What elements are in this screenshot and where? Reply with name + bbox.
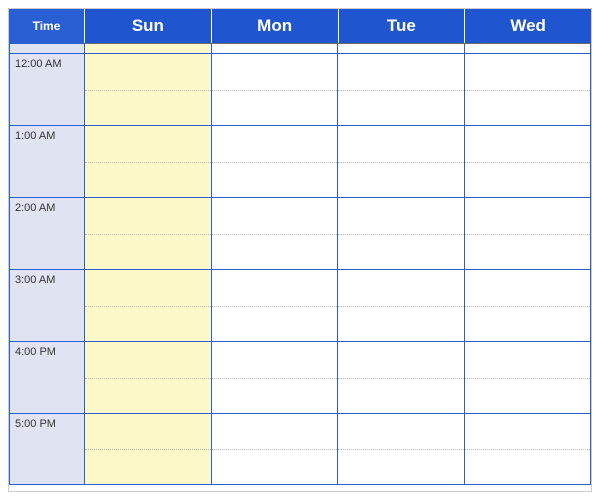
spacer-day-tue[interactable]	[338, 43, 465, 53]
spacer-time-cell	[9, 43, 85, 53]
time-label: 2:00 AM	[9, 197, 85, 269]
time-slot-tue[interactable]	[338, 269, 465, 341]
spacer-day-wed[interactable]	[465, 43, 592, 53]
time-row: 5:00 PM	[9, 413, 591, 485]
header-day-sun[interactable]: Sun	[85, 9, 212, 43]
time-slot-sun[interactable]	[85, 125, 212, 197]
spacer-day-sun[interactable]	[85, 43, 212, 53]
calendar-body: 12:00 AM 1:00 AM 2:00 AM 3:00 AM	[9, 53, 591, 485]
time-slot-sun[interactable]	[85, 413, 212, 485]
time-row: 3:00 AM	[9, 269, 591, 341]
header-day-mon[interactable]: Mon	[212, 9, 339, 43]
time-label: 3:00 AM	[9, 269, 85, 341]
time-label: 5:00 PM	[9, 413, 85, 485]
time-slot-sun[interactable]	[85, 341, 212, 413]
time-slot-mon[interactable]	[212, 341, 339, 413]
calendar-spacer-row	[9, 43, 591, 53]
time-slot-tue[interactable]	[338, 53, 465, 125]
calendar: Time Sun Mon Tue Wed 12:00 AM 1:00 AM 2:…	[8, 8, 592, 492]
time-slot-mon[interactable]	[212, 197, 339, 269]
header-day-tue[interactable]: Tue	[339, 9, 466, 43]
time-row: 1:00 AM	[9, 125, 591, 197]
time-slot-tue[interactable]	[338, 341, 465, 413]
calendar-header-row: Time Sun Mon Tue Wed	[9, 9, 591, 43]
time-slot-sun[interactable]	[85, 269, 212, 341]
time-slot-mon[interactable]	[212, 413, 339, 485]
spacer-day-mon[interactable]	[212, 43, 339, 53]
time-slot-wed[interactable]	[465, 269, 592, 341]
time-row: 12:00 AM	[9, 53, 591, 125]
time-slot-sun[interactable]	[85, 53, 212, 125]
time-slot-mon[interactable]	[212, 53, 339, 125]
time-slot-wed[interactable]	[465, 197, 592, 269]
time-label: 4:00 PM	[9, 341, 85, 413]
time-label: 12:00 AM	[9, 53, 85, 125]
time-slot-tue[interactable]	[338, 125, 465, 197]
header-day-wed[interactable]: Wed	[465, 9, 591, 43]
time-slot-tue[interactable]	[338, 413, 465, 485]
time-slot-wed[interactable]	[465, 53, 592, 125]
time-slot-sun[interactable]	[85, 197, 212, 269]
time-slot-tue[interactable]	[338, 197, 465, 269]
header-time-label: Time	[9, 9, 85, 43]
time-row: 4:00 PM	[9, 341, 591, 413]
time-slot-wed[interactable]	[465, 413, 592, 485]
time-slot-mon[interactable]	[212, 125, 339, 197]
time-row: 2:00 AM	[9, 197, 591, 269]
time-label: 1:00 AM	[9, 125, 85, 197]
time-slot-wed[interactable]	[465, 125, 592, 197]
time-slot-mon[interactable]	[212, 269, 339, 341]
time-slot-wed[interactable]	[465, 341, 592, 413]
